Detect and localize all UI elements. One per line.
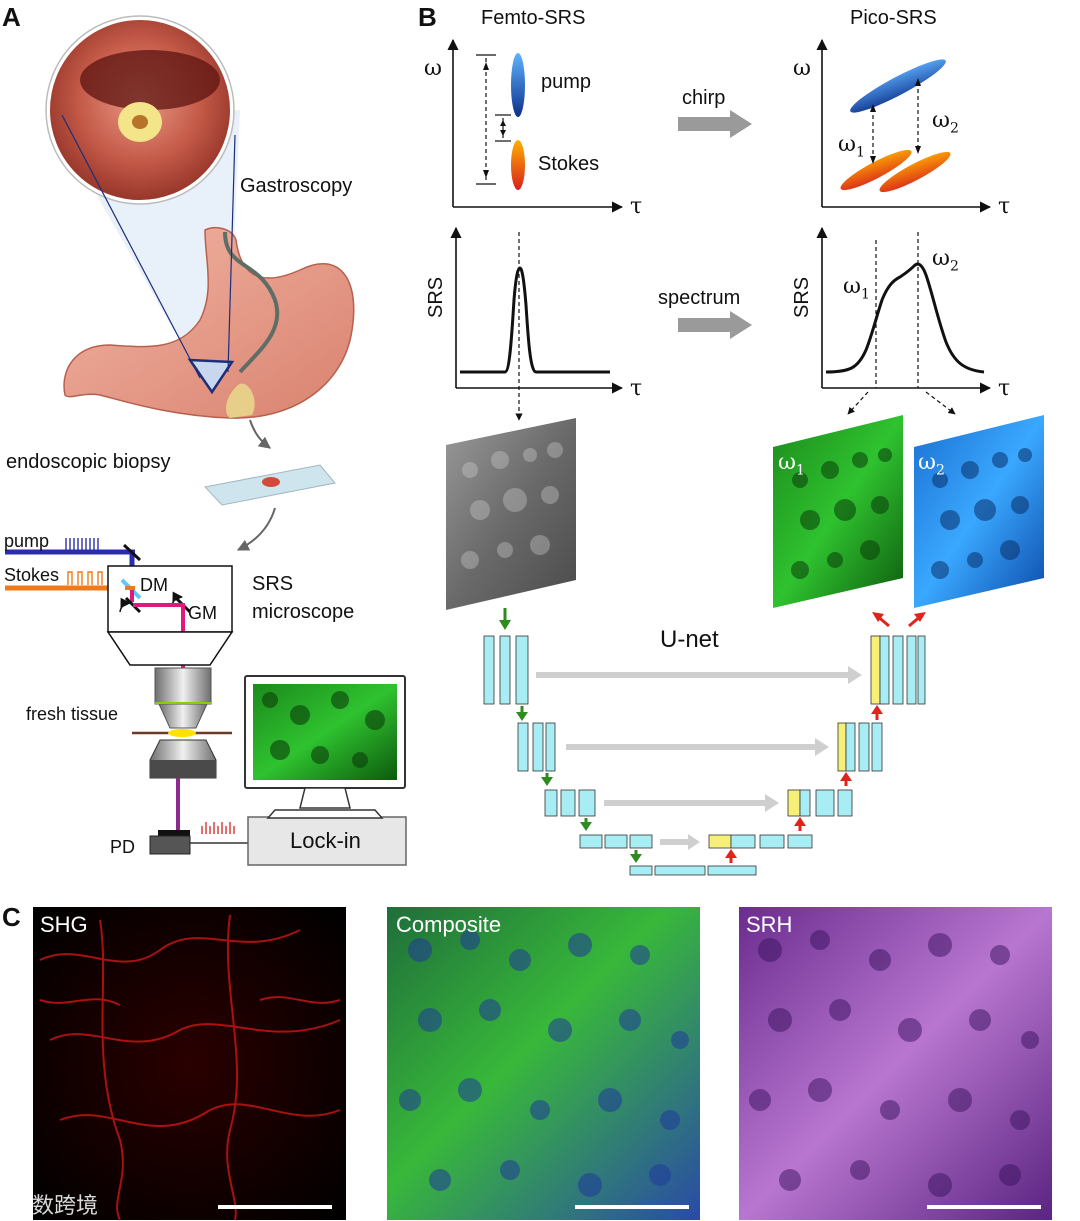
blue-image-omega2-subscript: 2	[935, 462, 945, 479]
pico-omega-tau-axes	[816, 38, 992, 213]
pico-omega1-subscript: 1	[855, 144, 865, 161]
objective-top	[154, 667, 212, 705]
green-image-omega1-label: ω1	[778, 450, 805, 479]
pump-pulse-label: pump	[541, 71, 592, 93]
pico-srs-tau-label: τ	[998, 376, 1011, 401]
stokes-pulse-label: Stokes	[538, 153, 600, 175]
dm-label: DM	[140, 575, 168, 595]
photodiode	[149, 835, 191, 855]
femto-omega-tau-axes	[447, 38, 624, 213]
stomach-illustration	[63, 227, 355, 419]
srs-omega2-subscript: 2	[949, 258, 959, 275]
shg-image-label: SHG	[40, 912, 88, 937]
pico-tau-axis-label: τ	[998, 194, 1011, 219]
panel-b-graphics	[446, 38, 1044, 876]
srs-omega1-subscript: 1	[860, 286, 870, 303]
femto-tau-axis-label: τ	[630, 194, 643, 219]
srs-microscope-label-line1: SRS	[252, 573, 294, 595]
pico-omega2-subscript: 2	[949, 120, 959, 137]
unet-diagram	[483, 608, 926, 876]
panel-letter-c: C	[2, 902, 21, 932]
femto-srs-title: Femto-SRS	[481, 7, 586, 29]
femto-srs-axes	[450, 226, 624, 394]
composite-image-label: Composite	[396, 912, 502, 937]
panel-c-graphics	[33, 907, 1052, 1221]
stokes-pulse	[511, 140, 525, 190]
femto-srs-tau-label: τ	[630, 376, 643, 401]
gm-label: GM	[188, 603, 217, 623]
panel-a-graphics	[5, 15, 407, 866]
lockin-label: Lock-in	[290, 828, 361, 853]
pico-srs-title: Pico-SRS	[850, 7, 937, 29]
panel-letter-b: B	[418, 2, 437, 32]
gastroscopy-label: Gastroscopy	[240, 175, 353, 197]
femto-omega-axis-label: ω	[424, 56, 442, 81]
chirped-pump	[850, 59, 946, 113]
chirp-arrow	[678, 110, 752, 138]
watermark-text: 大数跨境	[10, 1194, 99, 1219]
pump-beam-label: pump	[4, 531, 50, 551]
pico-omega2-label: ω2	[932, 108, 959, 137]
blue-image-omega2-label: ω2	[918, 450, 945, 479]
biopsy-sample	[262, 477, 280, 487]
stokes-beam-label: Stokes	[4, 565, 60, 585]
chirped-stokes-1	[840, 149, 912, 191]
pico-omega1-label: ω1	[838, 132, 865, 161]
srh-image-label: SRH	[746, 912, 793, 937]
pico-omega-axis-label: ω	[793, 56, 811, 81]
endoscopic-biopsy-label: endoscopic biopsy	[6, 451, 171, 473]
srs-omega1-label: ω1	[843, 274, 870, 303]
chirped-stokes-2	[879, 151, 951, 193]
srs-microscope-label-line2: microscope	[252, 601, 355, 623]
pump-pulse	[511, 53, 525, 117]
panel-letter-a: A	[2, 2, 21, 32]
unet-label: U-net	[660, 626, 719, 653]
pd-label: PD	[110, 837, 136, 857]
femto-srs-image	[446, 418, 576, 610]
pico-srs-axis-label: SRS	[791, 276, 813, 318]
shg-image	[33, 907, 346, 1220]
endoscope-tube	[223, 231, 280, 374]
pico-srs-axes	[816, 226, 992, 394]
femto-srs-curve	[460, 266, 610, 374]
fresh-tissue-label: fresh tissue	[26, 704, 119, 724]
spectrum-label: spectrum	[658, 287, 741, 309]
chirp-label: chirp	[682, 87, 726, 109]
pico-srs-curve	[825, 262, 985, 374]
femto-srs-axis-label: SRS	[425, 276, 447, 318]
srs-omega2-label: ω2	[932, 246, 959, 275]
green-image-omega1-subscript: 1	[795, 462, 805, 479]
spectrum-arrow	[678, 311, 752, 339]
